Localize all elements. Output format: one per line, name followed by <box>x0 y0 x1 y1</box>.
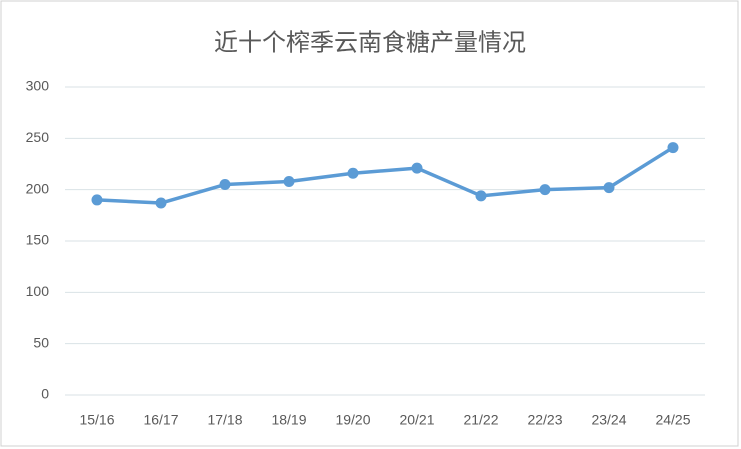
marker <box>539 184 551 196</box>
x-tick-label: 22/23 <box>527 412 562 428</box>
y-tick-label: 100 <box>26 283 50 299</box>
x-tick-label: 15/16 <box>79 412 114 428</box>
y-tick-label: 200 <box>26 180 50 196</box>
marker <box>91 194 103 206</box>
marker <box>155 197 167 209</box>
x-tick-label: 24/25 <box>655 412 690 428</box>
line <box>96 146 674 205</box>
marker <box>347 167 359 179</box>
x-tick-label: 18/19 <box>271 412 306 428</box>
marker <box>667 142 679 154</box>
x-tick-label: 23/24 <box>591 412 626 428</box>
y-tick-label: 300 <box>26 78 50 94</box>
marker <box>475 190 487 202</box>
marker <box>603 182 615 194</box>
x-tick-label: 19/20 <box>335 412 370 428</box>
marker <box>219 179 231 191</box>
y-tick-label: 250 <box>26 129 50 145</box>
y-tick-label: 0 <box>41 386 49 402</box>
chart-title: 近十个榨季云南食糖产量情况 <box>214 29 526 56</box>
marker <box>283 175 295 187</box>
x-tick-label: 21/22 <box>463 412 498 428</box>
y-tick-label: 150 <box>26 232 50 248</box>
y-tick-label: 50 <box>33 334 49 350</box>
x-tick-label: 20/21 <box>399 412 434 428</box>
x-tick-label: 17/18 <box>207 412 242 428</box>
marker <box>411 162 423 174</box>
x-tick-label: 16/17 <box>143 412 178 428</box>
